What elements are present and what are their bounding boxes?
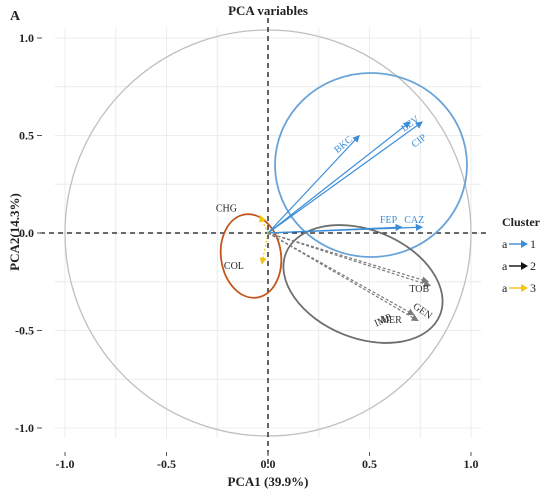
chart-title: PCA variables — [228, 3, 308, 18]
legend-label: 3 — [530, 281, 536, 295]
y-tick-label: 0.0 — [19, 226, 34, 240]
legend-key-text: a — [502, 259, 508, 273]
label-col: COL — [224, 261, 244, 272]
panel-label: A — [10, 9, 21, 24]
y-tick-label: 1.0 — [19, 31, 34, 45]
arrow-gen — [267, 232, 432, 288]
label-fep: FEP — [380, 215, 398, 226]
legend-swatch-arrowhead — [521, 262, 528, 270]
legend-label: 2 — [530, 259, 536, 273]
legend-title: Cluster — [502, 215, 541, 229]
x-tick-label: 0.0 — [261, 457, 276, 471]
arrow-imp — [267, 232, 419, 322]
y-tick-label: -0.5 — [15, 324, 34, 338]
cluster-1-ellipse — [274, 72, 468, 258]
arrow-col — [259, 232, 269, 265]
arrow-chg — [259, 214, 269, 234]
label-lev: LEV — [399, 113, 422, 134]
tick-labels: -1.0 -0.5 0.0 0.5 1.0 -1.0 -0.5 0.0 0.5 1.0 — [15, 31, 479, 471]
legend-label: 1 — [530, 237, 536, 251]
label-mer: MER — [380, 315, 402, 326]
legend-key-text: a — [502, 281, 508, 295]
arrow-lev — [267, 121, 411, 234]
legend-key-text: a — [502, 237, 508, 251]
x-tick-label: 1.0 — [464, 457, 479, 471]
label-tob: TOB — [409, 284, 429, 295]
zero-axes — [40, 18, 486, 468]
label-cip: CIP — [410, 132, 429, 150]
y-tick-label: -1.0 — [15, 421, 34, 435]
arrow-bkc — [267, 134, 360, 234]
label-gen: GEN — [411, 301, 434, 322]
legend: Cluster a 1 a 2 a 3 — [502, 215, 541, 295]
x-tick-label: -1.0 — [56, 457, 75, 471]
label-chg: CHG — [216, 203, 237, 214]
x-tick-label: 0.5 — [362, 457, 377, 471]
cluster-ellipses — [219, 72, 468, 344]
legend-swatch-arrowhead — [521, 284, 528, 292]
arrow-cip — [267, 121, 423, 234]
variable-arrows — [259, 121, 432, 322]
x-axis-title: PCA1 (39.9%) — [228, 474, 309, 489]
cluster-3-ellipse — [219, 213, 283, 299]
y-axis-title: PCA2(14.3%) — [7, 193, 22, 271]
cluster-2-ellipse — [282, 224, 444, 344]
legend-swatch-arrowhead — [521, 240, 528, 248]
x-tick-label: -0.5 — [157, 457, 176, 471]
label-caz: CAZ — [404, 215, 424, 226]
y-tick-label: 0.5 — [19, 129, 34, 143]
arrow-caz — [267, 223, 423, 234]
